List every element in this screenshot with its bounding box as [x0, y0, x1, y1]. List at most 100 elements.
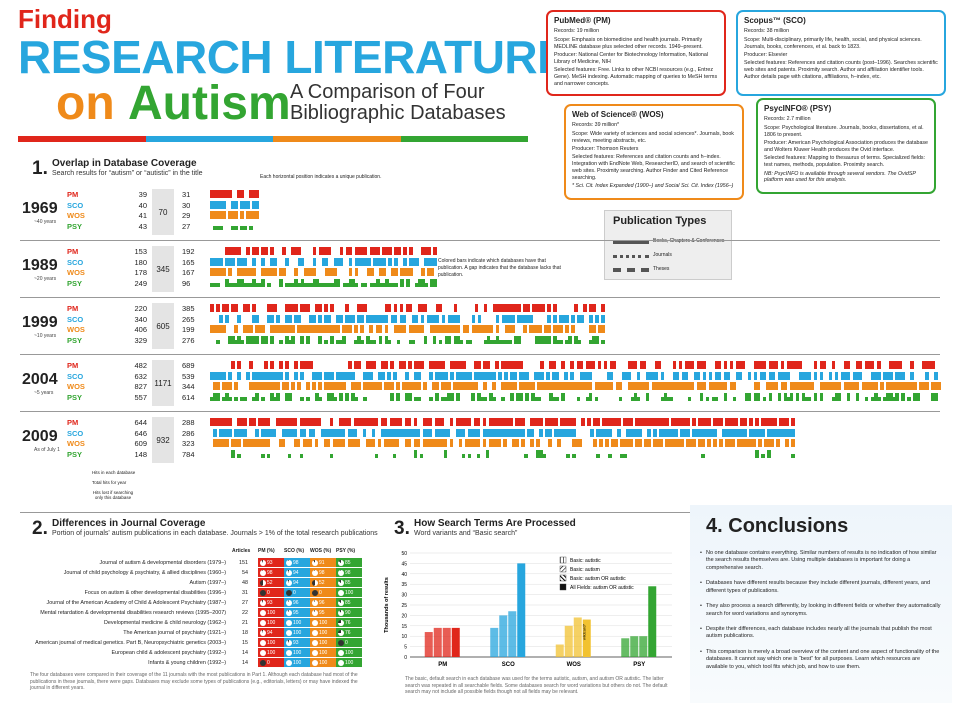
coverage-mark	[303, 325, 307, 333]
coverage-value: 100	[293, 630, 302, 636]
coverage-mark	[552, 361, 557, 369]
coverage-mark	[252, 382, 256, 390]
coverage-mark	[252, 268, 256, 276]
coverage-mark	[338, 439, 343, 447]
db-label: WOS	[67, 325, 85, 334]
coverage-cell: 100	[310, 648, 336, 658]
coverage-mark	[747, 392, 752, 401]
coverage-mark	[366, 371, 370, 380]
coverage-mark	[684, 371, 689, 380]
coverage-mark	[462, 325, 467, 333]
coverage-dot	[338, 660, 344, 666]
hits-count: 632	[134, 371, 147, 381]
bar-sco-4	[517, 563, 526, 657]
coverage-mark	[258, 325, 262, 333]
coverage-value: 85	[345, 600, 351, 606]
coverage-mark	[419, 453, 424, 458]
coverage-mark	[453, 361, 457, 369]
coverage-mark	[234, 382, 238, 390]
coverage-mark	[544, 335, 548, 344]
coverage-mark	[663, 382, 668, 390]
coverage-mark	[240, 396, 244, 401]
coverage-mark	[285, 382, 289, 390]
coverage-cell: 100	[336, 648, 362, 658]
sec4-heading: 4. Conclusions	[690, 505, 952, 550]
row-divider	[20, 411, 940, 412]
coverage-mark	[354, 396, 358, 401]
coverage-mark	[449, 418, 454, 426]
coverage-mark	[666, 396, 671, 401]
coverage-mark	[450, 361, 454, 369]
coverage-mark	[402, 361, 406, 369]
coverage-mark	[924, 382, 929, 390]
coverage-mark	[237, 314, 241, 323]
coverage-mark	[795, 361, 800, 369]
coverage-mark	[306, 268, 311, 276]
coverage-mark	[592, 325, 596, 333]
coverage-mark	[897, 371, 902, 380]
coverage-dot	[286, 640, 292, 646]
coverage-mark	[333, 268, 338, 276]
coverage-mark	[375, 257, 380, 266]
coverage-mark	[608, 418, 612, 426]
coverage-mark	[729, 382, 734, 390]
coverage-mark	[248, 439, 253, 447]
coverage-mark	[438, 371, 442, 380]
coverage-mark	[415, 282, 419, 287]
coverage-mark	[659, 418, 663, 426]
bar-wos-4	[582, 619, 591, 657]
coverage-mark	[738, 371, 743, 380]
coverage-mark	[894, 361, 899, 369]
coverage-mark	[414, 361, 418, 369]
db-label: PSY	[67, 335, 83, 345]
coverage-mark	[686, 439, 690, 447]
coverage-mark	[453, 314, 458, 323]
coverage-mark	[593, 439, 597, 447]
coverage-mark	[263, 428, 268, 437]
coverage-mark	[294, 268, 299, 276]
sec4-num: 4.	[706, 515, 723, 537]
coverage-mark	[350, 439, 355, 447]
coverage-mark	[407, 428, 412, 437]
hits-count: 827	[134, 382, 147, 391]
coverage-mark	[406, 278, 410, 287]
coverage-bars	[210, 188, 940, 232]
coverage-mark	[659, 439, 663, 447]
coverage-mark	[888, 361, 893, 369]
coverage-mark	[563, 428, 567, 437]
coverage-mark	[312, 325, 316, 333]
coverage-value: 0	[293, 590, 296, 596]
coverage-mark	[312, 247, 317, 255]
coverage-mark	[327, 268, 332, 276]
bar-pm-4	[451, 627, 460, 657]
coverage-mark	[560, 428, 564, 437]
coverage-mark	[537, 325, 542, 333]
coverage-mark	[602, 418, 606, 426]
db-box-psycinfo: PsycINFO® (PSY) Records: 2.7 million Sco…	[756, 98, 936, 194]
y-tick-label: 35	[401, 582, 407, 588]
coverage-mark	[360, 339, 365, 344]
db-records: Records: 19 million	[554, 28, 600, 35]
year-span: ~40 years	[34, 219, 57, 225]
coverage-mark	[690, 382, 695, 390]
coverage-mark	[279, 268, 283, 276]
coverage-mark	[501, 361, 505, 369]
bar-psy-4	[648, 586, 657, 657]
coverage-mark	[834, 392, 839, 401]
coverage-mark	[210, 190, 214, 198]
coverage-mark	[506, 428, 511, 437]
coverage-mark	[341, 418, 346, 426]
coverage-mark	[314, 439, 319, 447]
coverage-mark	[767, 418, 771, 426]
coverage-mark	[719, 418, 723, 426]
coverage-mark	[293, 439, 298, 447]
coverage-mark	[393, 325, 398, 333]
coverage-mark	[547, 314, 551, 323]
coverage-mark	[240, 257, 244, 266]
coverage-mark	[462, 382, 466, 390]
coverage-mark	[357, 314, 362, 323]
coverage-value: 100	[267, 640, 276, 646]
coverage-mark	[239, 418, 244, 426]
coverage-mark	[519, 382, 524, 390]
